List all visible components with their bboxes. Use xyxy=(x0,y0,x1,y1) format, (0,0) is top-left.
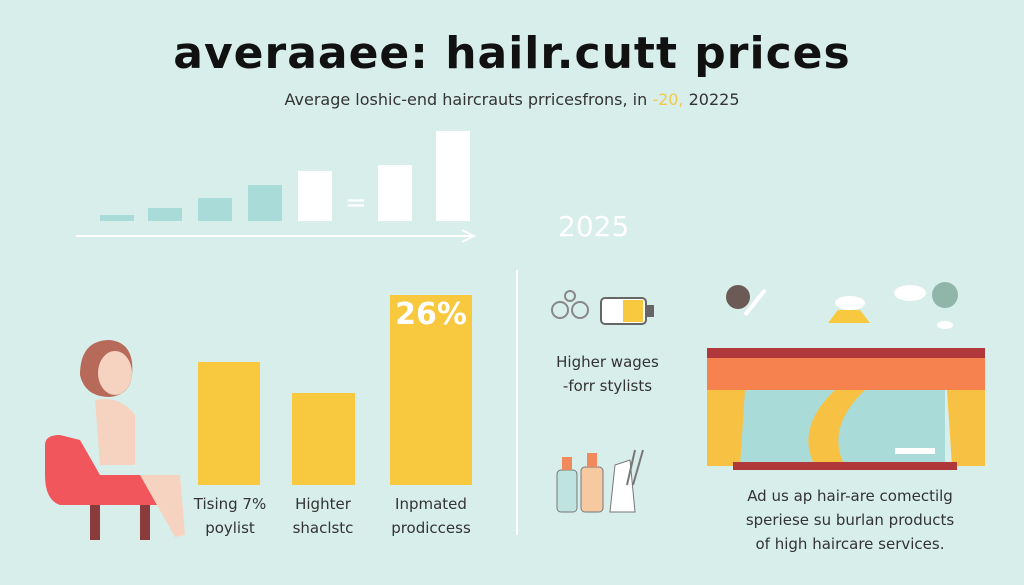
bar-2 xyxy=(292,393,355,485)
label-line: prodiccess xyxy=(391,519,471,537)
bar-label-1: Tising 7% poylist xyxy=(180,492,280,540)
divider xyxy=(516,270,518,535)
caption-line: Ad us ap hair-are comectilg xyxy=(747,487,953,505)
label-line: Highter xyxy=(295,495,351,513)
bar-1 xyxy=(198,362,260,485)
subtitle-highlight: -20, xyxy=(652,90,684,109)
caption-line: Higher wages xyxy=(556,353,659,371)
trend-bar xyxy=(100,215,134,221)
trend-bar xyxy=(148,208,182,221)
trend-bar xyxy=(436,131,470,221)
equals-icon: = xyxy=(345,188,367,218)
trend-bar xyxy=(298,171,332,221)
caption-line: -forr stylists xyxy=(562,377,653,395)
year-label: 2025 xyxy=(558,210,630,243)
subtitle-year: 20225 xyxy=(683,90,740,109)
person-in-chair-illustration xyxy=(45,340,185,540)
subtitle-text: Average loshic-end haircrauts prricesfro… xyxy=(284,90,653,109)
middle-caption: Higher wages -forr stylists xyxy=(540,350,675,398)
bar-label-3: Inpmated prodiccess xyxy=(376,492,486,540)
caption-line: of high haircare services. xyxy=(755,535,945,553)
caption-line: speriese su burlan products xyxy=(745,511,955,529)
label-line: Inpmated xyxy=(395,495,467,513)
bar-label-2: Highter shaclstc xyxy=(273,492,373,540)
tools-icon xyxy=(551,290,654,325)
subtitle: Average loshic-end haircrauts prricesfro… xyxy=(0,90,1024,109)
label-line: Tising 7% xyxy=(193,495,267,513)
decor-icons xyxy=(726,282,958,329)
trend-bar xyxy=(248,185,282,221)
bar-value-label: 26% xyxy=(395,297,467,332)
label-line: poylist xyxy=(205,519,255,537)
bar-3: 26% xyxy=(390,295,472,485)
haircare-products-icon xyxy=(556,449,644,513)
label-line: shaclstc xyxy=(292,519,354,537)
page-title: averaaee: hailr.cutt prices xyxy=(173,28,851,79)
salon-window-illustration xyxy=(707,348,985,470)
trend-bar xyxy=(378,165,412,221)
arrow-icon xyxy=(76,229,477,243)
right-caption: Ad us ap hair-are comectilg speriese su b… xyxy=(715,484,985,556)
trend-bar xyxy=(198,198,232,221)
